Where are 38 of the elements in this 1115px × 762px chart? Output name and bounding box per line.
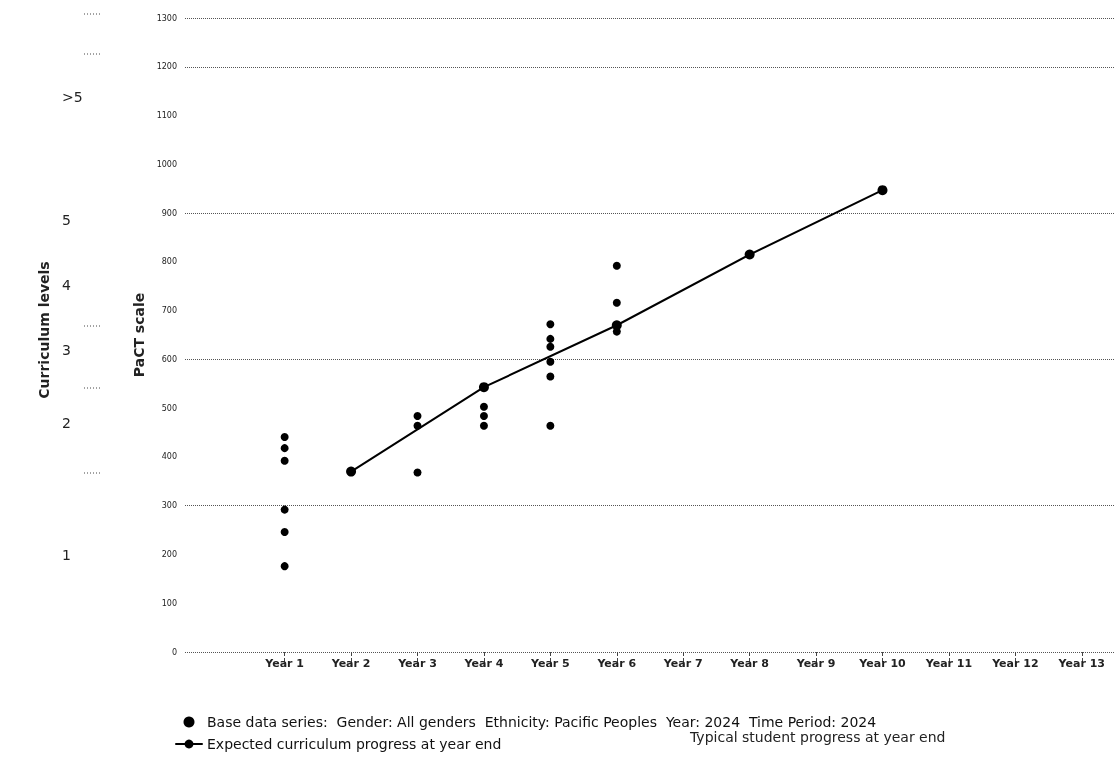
y-tick-label: 400 bbox=[161, 452, 177, 462]
y-tick-label: 1300 bbox=[156, 13, 177, 23]
text: 1 bbox=[62, 547, 71, 563]
y-tick-label: 1000 bbox=[156, 159, 177, 169]
y-tick-label: 200 bbox=[161, 549, 177, 559]
text: Typical student progress at year end bbox=[689, 729, 946, 745]
y-tick-label: 700 bbox=[161, 306, 177, 316]
x-tick-label: Year 13 bbox=[1057, 657, 1105, 670]
x-tick-label: Year 11 bbox=[924, 657, 973, 670]
text: 2 bbox=[62, 415, 71, 431]
y-tick-label: 1100 bbox=[156, 111, 177, 121]
y-axis-title: PaCT scale bbox=[130, 292, 147, 378]
y-tick-label: 1200 bbox=[156, 62, 177, 72]
x-tick-label: Year 3 bbox=[397, 657, 437, 670]
x-tick-label: Year 5 bbox=[529, 657, 570, 670]
y-tick-label: 0 bbox=[171, 647, 177, 657]
text: >5 bbox=[62, 89, 83, 105]
x-tick-label: Year 7 bbox=[662, 657, 703, 670]
y-tick-label: 600 bbox=[161, 354, 177, 364]
text: Curriculum levels bbox=[36, 261, 52, 399]
text: 4 bbox=[62, 277, 71, 293]
y-tick-label: 900 bbox=[161, 208, 177, 218]
text: 3 bbox=[62, 342, 71, 358]
x-tick-label: Year 4 bbox=[463, 657, 504, 670]
legend-label: Expected curriculum progress at year end bbox=[207, 736, 502, 752]
x-tick-label: Year 1 bbox=[264, 657, 305, 670]
text: 5 bbox=[62, 212, 71, 228]
legend-label: Base data series: Gender: All genders Ethnicity: Pacific Peoples Year: 2024 Time Period: 2024 bbox=[207, 714, 877, 730]
x-tick-label: Year 9 bbox=[795, 657, 836, 670]
x-tick-label: Year 8 bbox=[729, 657, 770, 670]
y-tick-label: 300 bbox=[161, 501, 177, 511]
x-tick-label: Year 6 bbox=[596, 657, 637, 670]
x-tick-label: Year 10 bbox=[858, 657, 907, 670]
y-tick-label: 500 bbox=[161, 403, 177, 413]
y-tick-label: 100 bbox=[161, 598, 177, 608]
x-tick-label: Year 2 bbox=[330, 657, 371, 670]
y-tick-label: 800 bbox=[161, 257, 177, 267]
x-tick-label: Year 12 bbox=[991, 657, 1039, 670]
